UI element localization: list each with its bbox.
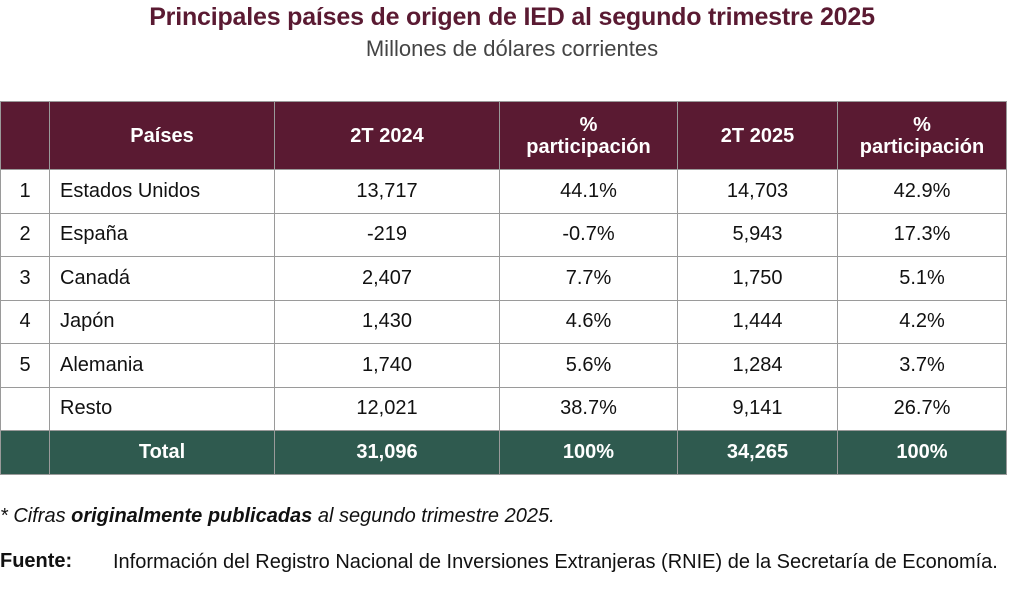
header-2t-2025: 2T 2025 bbox=[677, 101, 838, 170]
value-2024-cell: 2,407 bbox=[274, 256, 500, 301]
rank-cell bbox=[0, 386, 50, 431]
value-2024-cell: -219 bbox=[274, 212, 500, 257]
fdi-table: Países 2T 2024 % participación 2T 2025 %… bbox=[0, 101, 1007, 475]
page-title: Principales países de origen de IED al s… bbox=[149, 3, 875, 31]
footnote-suffix: al segundo trimestre 2025. bbox=[312, 505, 555, 527]
value-2025-cell: 5,943 bbox=[677, 212, 838, 257]
table-header-row: Países 2T 2024 % participación 2T 2025 %… bbox=[0, 101, 1007, 170]
value-2025-cell: 1,284 bbox=[677, 343, 838, 388]
header-pct-symbol: % bbox=[579, 113, 598, 136]
participation-2024-cell: 44.1% bbox=[499, 169, 678, 214]
participation-2025-cell: 3.7% bbox=[837, 343, 1007, 388]
country-cell: Alemania bbox=[49, 343, 275, 388]
value-2025-cell: 1,750 bbox=[677, 256, 838, 301]
participation-2025-cell: 4.2% bbox=[837, 299, 1007, 344]
source-note: Fuente: Información del Registro Naciona… bbox=[0, 550, 1006, 574]
participation-2025-cell: 5.1% bbox=[837, 256, 1007, 301]
header-participation-2024: % participación bbox=[499, 101, 678, 170]
value-2024-cell: 1,430 bbox=[274, 299, 500, 344]
header-rank bbox=[0, 101, 50, 170]
total-2024-cell: 31,096 bbox=[274, 430, 500, 475]
page-subtitle: Millones de dólares corrientes bbox=[365, 36, 659, 61]
header-2t-2024: 2T 2024 bbox=[274, 101, 500, 170]
table-row: 2 España -219 -0.7% 5,943 17.3% bbox=[0, 212, 1007, 257]
total-2025-cell: 34,265 bbox=[677, 430, 838, 475]
value-2024-cell: 1,740 bbox=[274, 343, 500, 388]
participation-2025-cell: 42.9% bbox=[837, 169, 1007, 214]
value-2024-cell: 12,021 bbox=[274, 386, 500, 431]
total-participation-2025-cell: 100% bbox=[837, 430, 1007, 475]
header-participation-2025: % participación bbox=[837, 101, 1007, 170]
table-row: Resto 12,021 38.7% 9,141 26.7% bbox=[0, 386, 1007, 431]
rank-cell: 1 bbox=[0, 169, 50, 214]
table-row: 1 Estados Unidos 13,717 44.1% 14,703 42.9% bbox=[0, 169, 1007, 214]
value-2025-cell: 1,444 bbox=[677, 299, 838, 344]
source-text: Información del Registro Nacional de Inv… bbox=[113, 551, 998, 573]
total-rank-cell bbox=[0, 430, 50, 475]
rank-cell: 2 bbox=[0, 212, 50, 257]
rank-cell: 3 bbox=[0, 256, 50, 301]
header-countries: Países bbox=[49, 101, 275, 170]
participation-2024-cell: 38.7% bbox=[499, 386, 678, 431]
table-row: 3 Canadá 2,407 7.7% 1,750 5.1% bbox=[0, 256, 1007, 301]
total-row: Total 31,096 100% 34,265 100% bbox=[0, 430, 1007, 475]
value-2024-cell: 13,717 bbox=[274, 169, 500, 214]
participation-2024-cell: -0.7% bbox=[499, 212, 678, 257]
country-cell: Japón bbox=[49, 299, 275, 344]
value-2025-cell: 14,703 bbox=[677, 169, 838, 214]
participation-2025-cell: 17.3% bbox=[837, 212, 1007, 257]
table-row: 5 Alemania 1,740 5.6% 1,284 3.7% bbox=[0, 343, 1007, 388]
footnote: * Cifras originalmente publicadas al seg… bbox=[0, 505, 555, 528]
country-cell: Canadá bbox=[49, 256, 275, 301]
participation-2025-cell: 26.7% bbox=[837, 386, 1007, 431]
footnote-bold: originalmente publicadas bbox=[71, 505, 313, 527]
source-label: Fuente: bbox=[0, 550, 73, 572]
table-row: 4 Japón 1,430 4.6% 1,444 4.2% bbox=[0, 299, 1007, 344]
header-pct-symbol: % bbox=[913, 113, 931, 136]
country-cell: España bbox=[49, 212, 275, 257]
participation-2024-cell: 5.6% bbox=[499, 343, 678, 388]
country-cell: Resto bbox=[49, 386, 275, 431]
total-label-cell: Total bbox=[49, 430, 275, 475]
value-2025-cell: 9,141 bbox=[677, 386, 838, 431]
country-cell: Estados Unidos bbox=[49, 169, 275, 214]
rank-cell: 4 bbox=[0, 299, 50, 344]
participation-2024-cell: 4.6% bbox=[499, 299, 678, 344]
rank-cell: 5 bbox=[0, 343, 50, 388]
total-participation-2024-cell: 100% bbox=[499, 430, 678, 475]
participation-2024-cell: 7.7% bbox=[499, 256, 678, 301]
header-pct-label: participación bbox=[859, 135, 985, 158]
footnote-prefix: * Cifras bbox=[0, 505, 72, 527]
header-pct-label: participación bbox=[526, 135, 651, 158]
